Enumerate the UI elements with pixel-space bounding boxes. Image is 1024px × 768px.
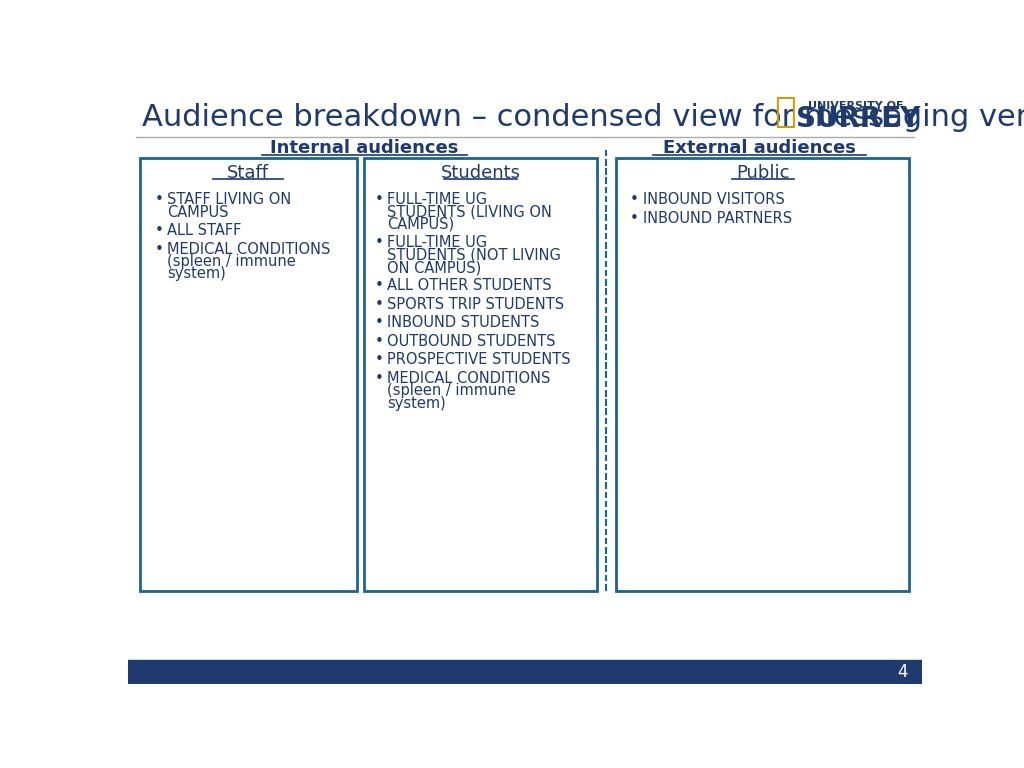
Text: •: • (155, 192, 163, 207)
Text: Public: Public (736, 164, 790, 182)
Text: (spleen / immune: (spleen / immune (387, 383, 516, 399)
Text: STAFF LIVING ON: STAFF LIVING ON (167, 192, 291, 207)
Text: •: • (375, 371, 383, 386)
Text: CAMPUS: CAMPUS (167, 204, 228, 220)
FancyBboxPatch shape (616, 158, 909, 591)
Text: •: • (375, 334, 383, 349)
Text: •: • (375, 297, 383, 312)
Text: SPORTS TRIP STUDENTS: SPORTS TRIP STUDENTS (387, 297, 564, 312)
Text: External audiences: External audiences (664, 139, 856, 157)
Text: •: • (375, 235, 383, 250)
Text: MEDICAL CONDITIONS: MEDICAL CONDITIONS (387, 371, 550, 386)
Text: OUTBOUND STUDENTS: OUTBOUND STUDENTS (387, 334, 555, 349)
Text: •: • (630, 192, 639, 207)
Text: •: • (155, 242, 163, 257)
Text: FULL-TIME UG: FULL-TIME UG (387, 192, 487, 207)
Text: 🦌: 🦌 (774, 95, 796, 129)
Text: CAMPUS): CAMPUS) (387, 217, 454, 232)
Text: FULL-TIME UG: FULL-TIME UG (387, 235, 487, 250)
Text: Students: Students (440, 164, 520, 182)
Text: •: • (375, 316, 383, 330)
Text: •: • (375, 279, 383, 293)
Text: SURREY: SURREY (796, 105, 921, 133)
Bar (128, 660, 922, 684)
Text: Staff: Staff (227, 164, 269, 182)
Text: MEDICAL CONDITIONS: MEDICAL CONDITIONS (167, 242, 330, 257)
Text: Internal audiences: Internal audiences (270, 139, 459, 157)
Text: •: • (630, 210, 639, 226)
Text: •: • (155, 223, 163, 238)
Text: STUDENTS (NOT LIVING: STUDENTS (NOT LIVING (387, 248, 561, 263)
Text: INBOUND VISITORS: INBOUND VISITORS (643, 192, 784, 207)
FancyBboxPatch shape (139, 158, 356, 591)
Text: INBOUND STUDENTS: INBOUND STUDENTS (387, 316, 540, 330)
Text: system): system) (167, 266, 225, 281)
FancyBboxPatch shape (365, 158, 597, 591)
Text: (spleen / immune: (spleen / immune (167, 254, 296, 269)
Text: STUDENTS (LIVING ON: STUDENTS (LIVING ON (387, 204, 552, 220)
Text: PROSPECTIVE STUDENTS: PROSPECTIVE STUDENTS (387, 353, 570, 367)
Text: 4: 4 (898, 663, 908, 681)
Text: ALL STAFF: ALL STAFF (167, 223, 241, 238)
Text: ON CAMPUS): ON CAMPUS) (387, 260, 481, 275)
Text: •: • (375, 353, 383, 367)
Text: •: • (375, 192, 383, 207)
Text: system): system) (387, 396, 445, 411)
Text: ALL OTHER STUDENTS: ALL OTHER STUDENTS (387, 279, 552, 293)
Text: Audience breakdown – condensed view for messaging versions: Audience breakdown – condensed view for … (142, 103, 1024, 132)
Text: INBOUND PARTNERS: INBOUND PARTNERS (643, 210, 792, 226)
Text: UNIVERSITY OF: UNIVERSITY OF (809, 101, 904, 111)
